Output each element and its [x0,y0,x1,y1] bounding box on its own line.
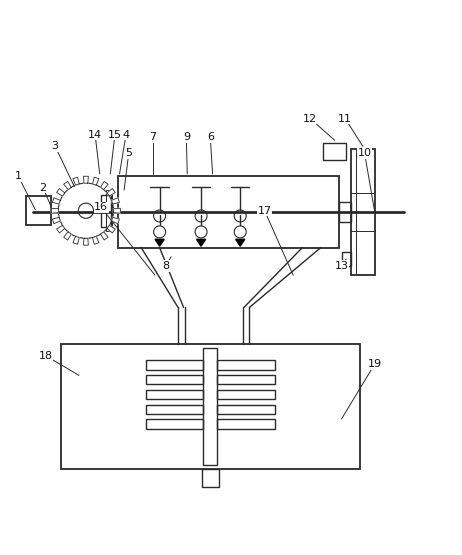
Text: 1: 1 [15,171,22,181]
Polygon shape [92,177,99,185]
Bar [217,375,275,385]
Bar [217,360,275,370]
Polygon shape [84,238,88,245]
Bar [118,176,339,248]
Bar [201,468,219,487]
Text: 11: 11 [338,114,352,124]
Polygon shape [92,236,99,244]
Polygon shape [114,208,121,213]
Bar [339,201,351,222]
Bar [217,390,275,399]
Text: 2: 2 [40,183,47,193]
Polygon shape [52,198,61,204]
Polygon shape [111,198,120,204]
Polygon shape [64,232,71,240]
Text: 18: 18 [39,351,53,361]
Bar [146,405,203,414]
Bar [61,344,360,468]
Text: 13: 13 [334,261,348,271]
Polygon shape [52,218,61,224]
Text: 5: 5 [125,148,132,158]
Text: 17: 17 [257,206,272,216]
Bar [351,149,375,275]
Polygon shape [73,236,79,244]
Text: 19: 19 [368,359,382,369]
Text: 3: 3 [52,141,59,151]
Polygon shape [196,239,206,246]
Polygon shape [155,239,164,246]
Text: 12: 12 [303,114,317,124]
Bar [146,420,203,428]
Polygon shape [73,177,79,185]
Text: 8: 8 [162,261,169,271]
Text: 14: 14 [88,130,102,140]
Polygon shape [84,176,88,183]
Bar [146,375,203,385]
Text: 4: 4 [122,130,129,140]
Polygon shape [107,225,115,233]
Polygon shape [57,189,65,196]
Polygon shape [111,218,120,224]
Polygon shape [101,232,108,240]
Bar [323,143,346,160]
Polygon shape [51,208,58,213]
Polygon shape [64,181,71,190]
Text: 6: 6 [207,132,214,142]
Text: 15: 15 [108,130,122,140]
Text: 7: 7 [149,132,156,142]
Bar [217,405,275,414]
Bar [217,420,275,428]
Bar [341,252,351,266]
Bar [26,196,51,225]
Polygon shape [236,239,245,246]
Bar [101,195,111,227]
Text: 10: 10 [358,148,371,158]
Polygon shape [101,181,108,190]
Bar [146,390,203,399]
Bar [106,190,112,231]
Text: 16: 16 [94,203,108,213]
Bar [203,348,217,465]
Text: 9: 9 [183,132,190,142]
Polygon shape [107,189,115,196]
Bar [146,360,203,370]
Polygon shape [57,225,65,233]
